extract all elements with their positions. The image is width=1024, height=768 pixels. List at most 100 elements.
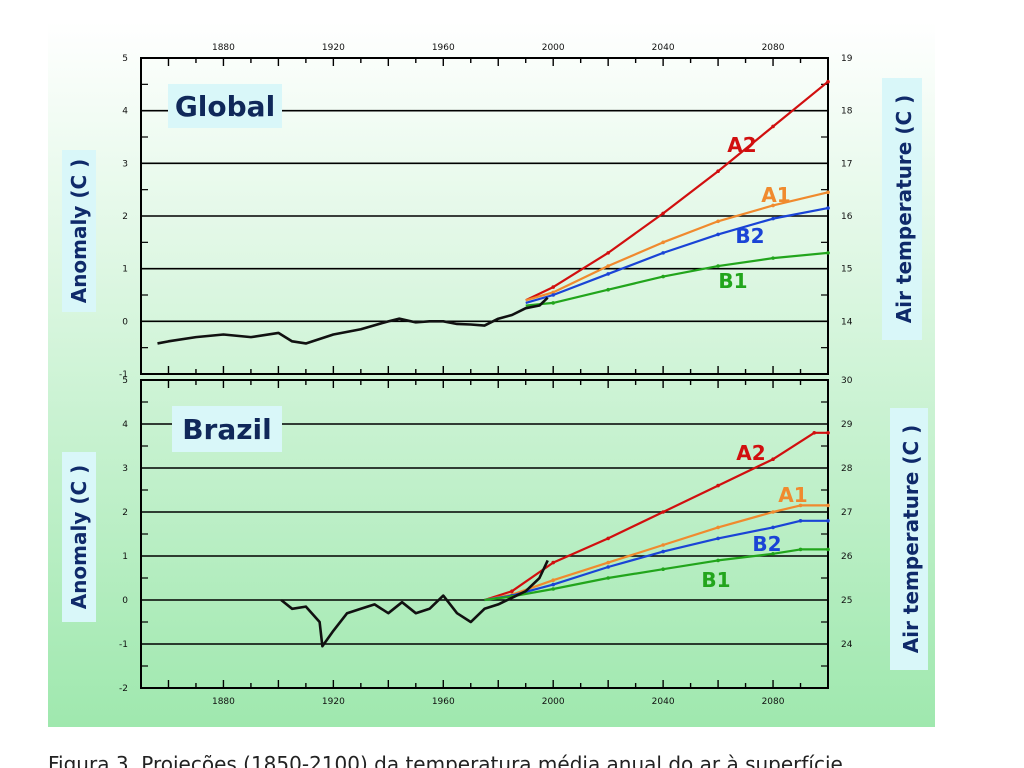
series-point-b1 bbox=[771, 256, 775, 260]
series-label-b2: B2 bbox=[735, 224, 764, 248]
series-label-a2: A2 bbox=[736, 441, 765, 465]
x-tick-label: 1920 bbox=[322, 43, 345, 53]
series-point-b2 bbox=[606, 272, 610, 276]
y-right-tick-label: 14 bbox=[841, 317, 853, 327]
series-point-a2 bbox=[510, 589, 514, 593]
y-tick-label: 5 bbox=[122, 376, 128, 386]
y-tick-label: -1 bbox=[119, 370, 128, 380]
series-point-a2 bbox=[661, 211, 665, 216]
series-point-a1 bbox=[826, 503, 830, 508]
y-tick-label: -2 bbox=[119, 684, 128, 694]
y-right-tick-label: 24 bbox=[841, 640, 853, 650]
series-point-a1 bbox=[716, 219, 720, 224]
x-tick-label: 2040 bbox=[652, 43, 675, 53]
y-right-tick-label: 17 bbox=[841, 159, 852, 169]
series-point-b2 bbox=[551, 582, 555, 587]
series-point-b2 bbox=[551, 293, 555, 297]
series-label-b1: B1 bbox=[701, 568, 730, 592]
y-tick-label: 3 bbox=[122, 464, 128, 474]
series-point-b2 bbox=[798, 519, 803, 523]
y-tick-label: -1 bbox=[119, 640, 128, 650]
y-right-tick-label: 16 bbox=[841, 212, 853, 222]
series-point-a1 bbox=[661, 543, 665, 547]
right-ylabel-box-global bbox=[882, 78, 922, 340]
series-point-b2 bbox=[771, 525, 775, 530]
series-point-b1 bbox=[826, 547, 830, 552]
series-point-b1 bbox=[606, 576, 610, 580]
x-tick-label: 2000 bbox=[542, 43, 565, 53]
y-tick-label: 0 bbox=[122, 317, 128, 327]
y-right-tick-label: 27 bbox=[841, 508, 852, 518]
series-point-b2 bbox=[716, 232, 720, 237]
series-label-b1: B1 bbox=[718, 269, 747, 293]
panel-brazil: 1880 1920 1960 2000 2040 2080 -2 -1 0 1 2 3 4 5 24 25 26… bbox=[119, 376, 853, 707]
y-right-tick-label: 18 bbox=[841, 107, 853, 117]
series-point-a2 bbox=[826, 431, 830, 435]
y-right-tick-label: 15 bbox=[841, 265, 852, 275]
series-point-b2 bbox=[661, 549, 665, 554]
series-point-a1 bbox=[606, 560, 610, 565]
right-ylabel-brazil: Air temperature (C ) bbox=[899, 425, 923, 653]
y-right-tick-label: 28 bbox=[841, 464, 853, 474]
y-tick-label: 4 bbox=[122, 107, 128, 117]
y-right-tick-label: 30 bbox=[841, 376, 853, 386]
series-point-a1 bbox=[661, 240, 665, 245]
y-right-tick-label: 26 bbox=[841, 552, 853, 562]
chart-panels: 1880 1920 1960 2000 2040 2080-101234514151617… bbox=[119, 43, 853, 707]
series-point-b2 bbox=[826, 206, 830, 210]
series-point-b1 bbox=[716, 558, 720, 563]
series-line-observed bbox=[280, 559, 549, 648]
series-point-a2 bbox=[551, 285, 555, 289]
x-tick-label: 2080 bbox=[762, 43, 785, 53]
series-point-b1 bbox=[661, 567, 665, 571]
panel-title-box bbox=[172, 406, 282, 452]
x-tick-label: 1880 bbox=[212, 697, 235, 707]
left-ylabel-brazil: Anomaly (C ) bbox=[67, 465, 91, 610]
y-tick-label: 2 bbox=[122, 508, 128, 518]
x-tick-label: 2040 bbox=[652, 697, 675, 707]
series-point-a1 bbox=[826, 190, 830, 195]
series-point-a2 bbox=[716, 483, 720, 488]
series-point-b2 bbox=[716, 536, 720, 541]
series-point-b1 bbox=[551, 587, 555, 591]
series-point-b2 bbox=[661, 251, 665, 255]
series-point-a2 bbox=[826, 79, 830, 84]
series-point-a2 bbox=[771, 457, 775, 462]
left-ylabel-global: Anomaly (C ) bbox=[67, 159, 91, 304]
series-point-b1 bbox=[798, 547, 803, 552]
series-point-a1 bbox=[798, 503, 803, 508]
y-tick-label: 3 bbox=[122, 159, 128, 169]
y-tick-label: 0 bbox=[122, 596, 128, 606]
series-point-b1 bbox=[661, 274, 665, 279]
x-tick-label: 1880 bbox=[212, 43, 235, 53]
series-point-a1 bbox=[606, 264, 610, 268]
series-point-b2 bbox=[826, 519, 830, 523]
panel-title-box bbox=[168, 84, 282, 128]
series-label-a1: A1 bbox=[778, 483, 807, 507]
series-point-b1 bbox=[771, 552, 775, 556]
figure-caption: Figura 3. Projeções (1850-2100) da tempe… bbox=[48, 752, 843, 768]
series-point-a2 bbox=[812, 431, 817, 435]
left-ylabel-box-brazil bbox=[62, 452, 96, 622]
series-point-b1 bbox=[551, 301, 555, 305]
x-tick-label: 1960 bbox=[432, 697, 455, 707]
series-point-a1 bbox=[551, 290, 555, 295]
series-point-b1 bbox=[716, 264, 720, 268]
series-line-observed bbox=[157, 296, 549, 345]
series-point-b1 bbox=[606, 287, 610, 292]
series-point-a2 bbox=[606, 251, 610, 255]
y-tick-label: 5 bbox=[122, 54, 128, 64]
panel-title: Brazil bbox=[182, 413, 272, 446]
series-point-a2 bbox=[606, 536, 610, 541]
y-tick-label: 2 bbox=[122, 212, 128, 222]
series-point-b1 bbox=[826, 251, 830, 255]
y-right-tick-label: 29 bbox=[841, 420, 853, 430]
series-point-a2 bbox=[661, 510, 665, 514]
x-tick-label: 1920 bbox=[322, 697, 345, 707]
right-ylabel-global: Air temperature (C ) bbox=[892, 95, 916, 323]
series-label-b2: B2 bbox=[752, 532, 781, 556]
panel-title: Global bbox=[175, 90, 275, 123]
x-tick-label: 2000 bbox=[542, 697, 565, 707]
series-point-b2 bbox=[771, 216, 775, 221]
